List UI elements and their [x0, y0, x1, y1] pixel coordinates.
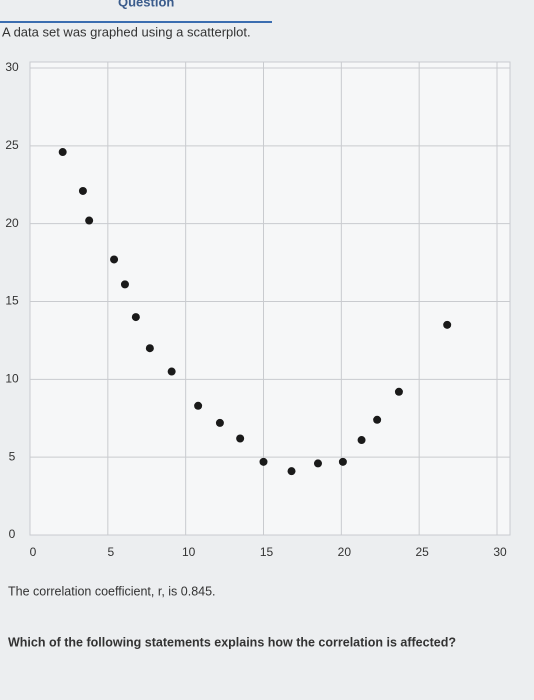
point	[85, 216, 94, 225]
point	[145, 344, 154, 353]
x-tick-label: 0	[30, 545, 37, 559]
point	[313, 459, 322, 468]
point	[357, 436, 366, 445]
point	[58, 148, 67, 157]
point	[78, 186, 87, 195]
y-tick-label: 15	[5, 294, 19, 308]
point	[259, 457, 268, 466]
point	[215, 418, 224, 427]
y-tick-label: 5	[9, 449, 16, 463]
point	[394, 387, 403, 396]
x-tick-label: 25	[415, 545, 429, 559]
intro-text: A data set was graphed using a scatterpl…	[2, 24, 251, 39]
y-tick-label: 20	[5, 216, 19, 230]
x-tick-label: 15	[260, 545, 274, 559]
x-tick-label: 30	[493, 545, 507, 559]
header-title: Question	[118, 0, 174, 9]
y-tick-label: 25	[5, 138, 19, 152]
point	[120, 280, 129, 289]
point	[287, 467, 296, 476]
y-tick-label: 10	[5, 372, 19, 386]
plot-area	[29, 61, 511, 536]
point	[131, 313, 140, 322]
x-tick-label: 5	[107, 545, 114, 559]
question-text: Which of the following statements explai…	[8, 635, 456, 649]
point	[338, 457, 347, 466]
point	[443, 320, 452, 329]
x-tick-label: 20	[338, 545, 352, 559]
point	[373, 415, 382, 424]
x-tick-label: 10	[182, 545, 196, 559]
point	[110, 255, 119, 264]
point	[167, 367, 176, 376]
y-tick-label: 30	[5, 60, 19, 74]
point	[236, 434, 245, 443]
point	[194, 401, 203, 410]
y-tick-label: 0	[9, 527, 16, 541]
statement-text: The correlation coefficient, r, is 0.845…	[8, 584, 216, 598]
